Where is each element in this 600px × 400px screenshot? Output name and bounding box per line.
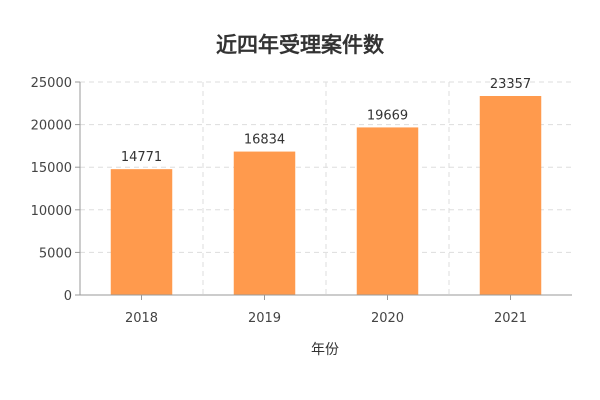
y-tick-label: 25000 xyxy=(31,76,72,91)
bar-2020 xyxy=(356,127,419,295)
y-tick-label: 15000 xyxy=(31,161,72,176)
x-axis-title: 年份 xyxy=(311,342,339,358)
data-label-2021: 23357 xyxy=(490,77,531,92)
bars xyxy=(110,95,542,296)
chart-title: 近四年受理案件数 xyxy=(216,33,385,57)
x-tick-label-2019: 2019 xyxy=(248,311,281,326)
bar-2019 xyxy=(233,151,296,295)
y-tick-label: 20000 xyxy=(31,119,72,134)
x-tick-label-2020: 2020 xyxy=(371,311,404,326)
y-tick-label: 5000 xyxy=(39,246,72,261)
x-tick-label-2021: 2021 xyxy=(494,311,527,326)
y-tick-label: 10000 xyxy=(31,204,72,219)
bar-2018 xyxy=(110,169,173,295)
data-label-2020: 19669 xyxy=(367,108,408,123)
data-label-2018: 14771 xyxy=(121,150,162,165)
x-axis-ticks: 2018 2019 2020 2021 xyxy=(125,295,527,326)
x-tick-label-2018: 2018 xyxy=(125,311,158,326)
data-labels: 14771 16834 19669 23357 xyxy=(121,77,531,165)
data-label-2019: 16834 xyxy=(244,133,285,148)
y-tick-label: 0 xyxy=(64,289,72,304)
axes xyxy=(79,82,572,296)
y-axis-ticks: 0 5000 10000 15000 20000 25000 xyxy=(31,76,80,304)
bar-2021 xyxy=(479,95,542,296)
